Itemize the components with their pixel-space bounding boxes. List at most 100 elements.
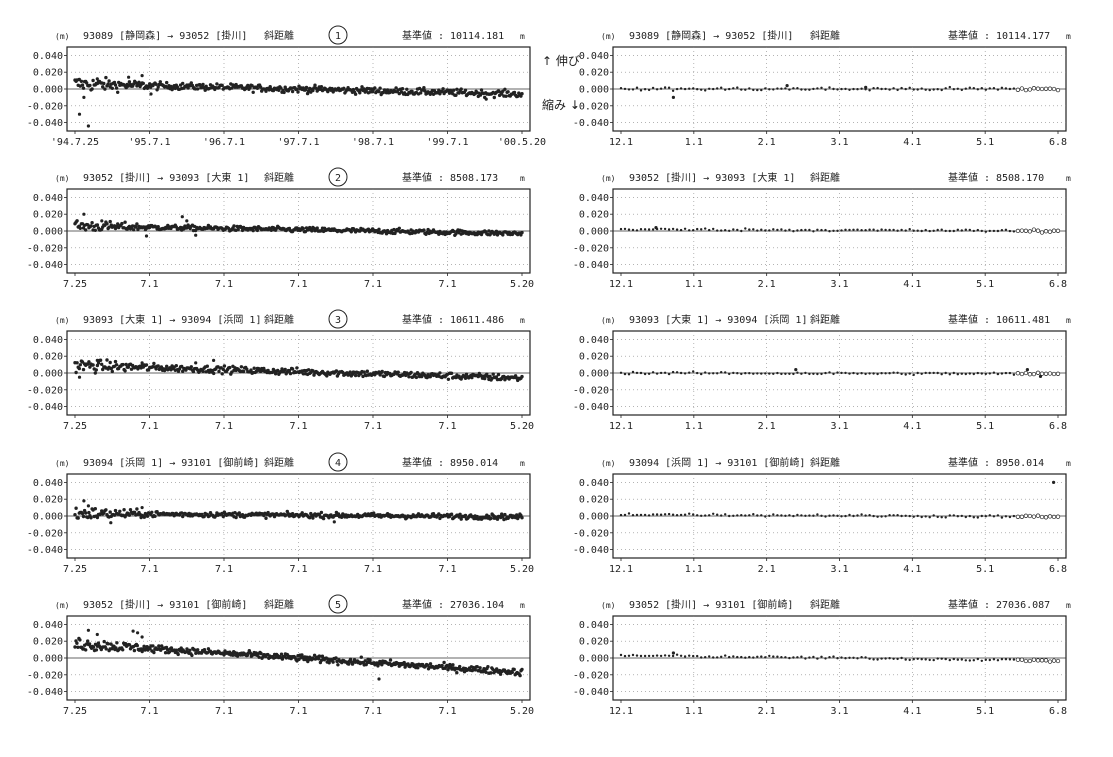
data-point bbox=[1000, 658, 1004, 661]
data-point bbox=[724, 88, 727, 91]
data-point bbox=[792, 230, 795, 233]
data-point bbox=[631, 228, 635, 232]
data-point bbox=[1012, 514, 1016, 518]
data-point bbox=[704, 227, 707, 230]
data-point bbox=[220, 83, 224, 88]
data-point bbox=[155, 88, 159, 92]
baseline-value: 8950.014 bbox=[450, 458, 498, 469]
y-tick-label: 0.040 bbox=[33, 478, 63, 489]
data-point bbox=[438, 371, 442, 375]
data-point bbox=[202, 514, 206, 519]
data-point bbox=[667, 86, 671, 89]
y-tick-label: 0.020 bbox=[579, 495, 609, 506]
data-point bbox=[832, 655, 835, 658]
unit-label: (m) bbox=[55, 601, 69, 610]
data-point bbox=[740, 514, 743, 517]
data-point bbox=[688, 512, 691, 515]
data-point bbox=[163, 651, 168, 655]
data-point bbox=[712, 512, 715, 515]
data-point bbox=[848, 656, 851, 659]
data-point bbox=[452, 229, 456, 234]
data-point bbox=[120, 221, 124, 226]
data-point bbox=[501, 515, 505, 519]
data-point bbox=[334, 656, 338, 660]
data-point bbox=[832, 514, 835, 517]
data-point bbox=[108, 219, 112, 224]
data-point bbox=[349, 230, 353, 234]
y-tick-label: 0.040 bbox=[33, 620, 63, 631]
data-point bbox=[760, 372, 763, 375]
data-point bbox=[136, 631, 140, 635]
data-point bbox=[952, 88, 955, 91]
y-tick-label: -0.020 bbox=[573, 528, 609, 539]
data-point bbox=[816, 228, 819, 231]
data-point bbox=[876, 372, 879, 376]
data-point bbox=[157, 644, 161, 648]
data-point bbox=[95, 358, 99, 362]
data-point bbox=[317, 654, 322, 658]
data-point bbox=[663, 371, 667, 374]
data-point bbox=[812, 514, 815, 517]
data-point bbox=[194, 361, 198, 365]
data-point bbox=[808, 228, 811, 232]
data-point bbox=[768, 654, 771, 658]
y-tick-label: 0.040 bbox=[579, 51, 609, 62]
route-label: 93093 [大東 1] → 93094 [浜岡 1] bbox=[629, 313, 807, 326]
data-point bbox=[784, 656, 787, 659]
data-point bbox=[816, 657, 819, 660]
data-point bbox=[631, 370, 635, 374]
x-tick-label: 5.1 bbox=[976, 421, 994, 432]
data-point bbox=[306, 368, 311, 372]
data-point bbox=[87, 360, 91, 364]
data-point bbox=[1015, 657, 1021, 662]
data-point bbox=[756, 655, 759, 658]
data-point bbox=[667, 228, 671, 231]
data-point bbox=[692, 370, 695, 373]
data-point bbox=[884, 372, 887, 375]
data-point bbox=[904, 229, 907, 232]
data-point bbox=[752, 228, 755, 231]
data-point bbox=[744, 514, 747, 517]
data-point bbox=[512, 667, 516, 672]
data-point bbox=[347, 662, 351, 666]
data-point bbox=[623, 513, 627, 517]
data-point bbox=[635, 371, 639, 375]
data-point bbox=[108, 510, 112, 514]
y-tick-label: -0.020 bbox=[27, 385, 63, 396]
data-point bbox=[780, 228, 783, 231]
data-point bbox=[952, 371, 955, 375]
data-point bbox=[1055, 371, 1061, 376]
data-point bbox=[88, 83, 92, 88]
data-point bbox=[100, 219, 104, 223]
data-point bbox=[712, 227, 715, 231]
data-point bbox=[321, 516, 326, 521]
data-point bbox=[868, 89, 871, 92]
data-point bbox=[422, 86, 426, 90]
x-tick-label: 7.1 bbox=[289, 706, 307, 717]
chart-panel-4: (m) 93094 [浜岡 1] → 93101 [御前崎] 斜距離 4 基準値 : 89… bbox=[27, 452, 534, 575]
unit-label: (m) bbox=[601, 459, 615, 468]
data-point bbox=[1031, 657, 1037, 662]
data-point bbox=[972, 516, 975, 519]
data-point bbox=[816, 87, 819, 90]
data-point bbox=[732, 655, 735, 658]
data-point bbox=[868, 514, 871, 517]
data-point bbox=[627, 88, 631, 91]
data-point bbox=[304, 85, 309, 90]
data-point bbox=[78, 226, 83, 230]
data-point bbox=[724, 229, 727, 232]
data-point bbox=[98, 358, 103, 362]
data-point bbox=[623, 227, 627, 231]
data-point bbox=[671, 95, 676, 99]
data-point bbox=[631, 88, 635, 91]
measure-kind: 斜距離 bbox=[264, 29, 294, 42]
panel-number: 3 bbox=[335, 315, 341, 326]
data-point bbox=[251, 90, 255, 95]
data-point bbox=[90, 221, 94, 225]
data-point bbox=[252, 366, 256, 370]
data-point bbox=[836, 371, 839, 374]
chart-panel-3: (m) 93093 [大東 1] → 93094 [浜岡 1] 斜距離 3 基準値 : 1… bbox=[27, 309, 534, 432]
data-point bbox=[142, 644, 146, 648]
baseline-value: 8508.173 bbox=[450, 173, 498, 184]
data-point bbox=[487, 229, 491, 233]
